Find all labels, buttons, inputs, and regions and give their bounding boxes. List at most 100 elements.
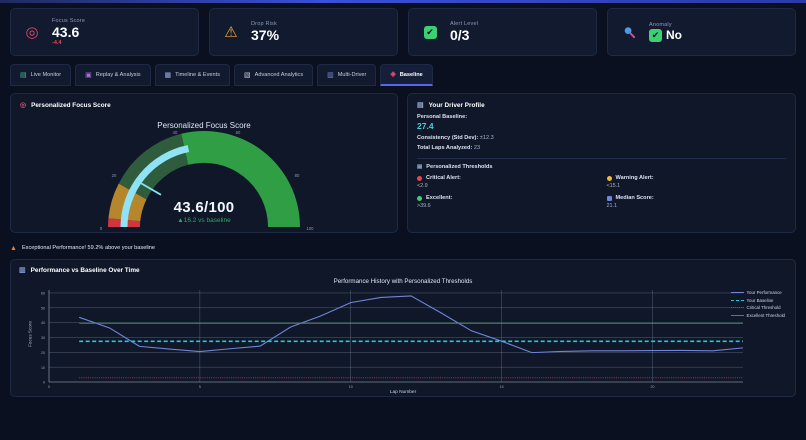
svg-text:50: 50 bbox=[41, 306, 45, 310]
kpi-text-drop-risk: Drop Risk 37% bbox=[251, 21, 279, 43]
status-dot-icon bbox=[606, 175, 612, 181]
kpi-card-alert-level[interactable]: ✔ Alert Level 0/3 bbox=[408, 8, 597, 56]
focus-panel-title: Personalized Focus Score bbox=[31, 101, 111, 109]
performance-vs-baseline-panel: ▥ Performance vs Baseline Over Time Perf… bbox=[10, 259, 796, 397]
thresholds-title: Personalized Thresholds bbox=[426, 164, 493, 170]
timeline-icon: ▦ bbox=[164, 71, 172, 79]
legend-swatch-icon bbox=[730, 292, 744, 293]
threshold-value-excellent: >39.6 bbox=[417, 203, 431, 209]
performance-line-chart[interactable]: 0 10 20 30 40 50 60 0 5 10 15 20 bbox=[19, 286, 805, 396]
monitor-icon: ▤ bbox=[20, 71, 27, 79]
kpi-card-drop-risk[interactable]: ⚠ Drop Risk 37% bbox=[209, 8, 398, 56]
flame-icon: ▲ bbox=[10, 244, 17, 252]
threshold-item-warning: Warning Alert: <15.1 bbox=[606, 175, 787, 189]
threshold-value-median: 21.1 bbox=[606, 203, 618, 209]
kpi-label-drop-risk: Drop Risk bbox=[251, 21, 277, 28]
status-dot-icon bbox=[417, 195, 422, 201]
svg-text:5: 5 bbox=[199, 385, 201, 389]
kpi-text-alert-level: Alert Level 0/3 bbox=[450, 21, 478, 43]
kpi-card-focus-score[interactable]: ◎ Focus Score 43.6 -4.4 bbox=[10, 8, 199, 56]
target-icon: ◎ bbox=[20, 102, 27, 109]
svg-text:80: 80 bbox=[295, 173, 300, 178]
performance-banner: ▲ Exceptional Performance! 59.2% above y… bbox=[10, 240, 796, 256]
svg-text:15: 15 bbox=[500, 385, 504, 389]
personal-baseline-value: 27.4 bbox=[417, 121, 434, 131]
threshold-item-median: Median Score: 21.1 bbox=[606, 195, 787, 209]
performance-banner-text: Exceptional Performance! 59.2% above you… bbox=[21, 245, 156, 251]
consistency-line: Consistency (Std Dev): ±12.3 bbox=[417, 135, 786, 141]
kpi-value-alert-level: 0/3 bbox=[450, 27, 470, 44]
personal-baseline-block: Personal Baseline: 27.4 bbox=[417, 114, 786, 131]
kpi-text-anomaly: Anomaly ✔ No bbox=[649, 22, 682, 42]
legend-item-excellent-threshold: Excellent Threshold bbox=[730, 313, 785, 318]
svg-text:20: 20 bbox=[650, 385, 654, 389]
warning-triangle-icon: ⚠ bbox=[224, 23, 238, 41]
gauge-readout: 43.6/100 ▲16.2 vs baseline bbox=[20, 199, 388, 224]
threshold-value-warning: <15.1 bbox=[606, 183, 621, 189]
thresholds-icon: ▤ bbox=[417, 164, 423, 170]
threshold-name-warning: Warning Alert: bbox=[615, 175, 654, 181]
tab-baseline[interactable]: ◈ Baseline bbox=[380, 64, 433, 86]
legend-label-your-baseline: Your Baseline bbox=[746, 297, 774, 303]
threshold-head-median: Median Score: bbox=[606, 195, 787, 201]
svg-text:10: 10 bbox=[349, 385, 353, 389]
magnifier-icon bbox=[618, 21, 640, 43]
svg-text:40: 40 bbox=[173, 130, 178, 135]
profile-panel-header: ▤ Your Driver Profile bbox=[417, 101, 786, 110]
chart-area: Performance History with Personalized Th… bbox=[19, 276, 787, 395]
tab-label-live-monitor: Live Monitor bbox=[30, 72, 62, 78]
tab-timeline-events[interactable]: ▦ Timeline & Events bbox=[154, 64, 230, 86]
svg-text:10: 10 bbox=[41, 366, 45, 370]
tab-replay-analysis[interactable]: ▣ Replay & Analysis bbox=[75, 64, 151, 86]
status-dot-icon bbox=[417, 175, 422, 181]
threshold-value-critical: <2.9 bbox=[417, 183, 428, 189]
gauge-container: Personalized Focus Score bbox=[20, 111, 388, 235]
total-laps-value: 23 bbox=[473, 145, 481, 151]
svg-text:60: 60 bbox=[236, 130, 241, 135]
gauge-title: Personalized Focus Score bbox=[157, 121, 251, 130]
target-icon: ◎ bbox=[25, 23, 39, 41]
chart-y-axis-label: Focus Score bbox=[27, 321, 33, 347]
total-laps-line: Total Laps Analyzed: 23 bbox=[417, 145, 786, 151]
legend-item-your-performance: Your Performance bbox=[730, 290, 785, 295]
legend-label-critical-threshold: Critical Threshold bbox=[746, 305, 781, 310]
check-box-icon: ✔ bbox=[419, 21, 441, 43]
gauge-value: 43.6/100 bbox=[173, 199, 235, 216]
thresholds-grid: Critical Alert: <2.9 Warning Alert: <15.… bbox=[417, 175, 786, 209]
chart-heading: Performance History with Personalized Th… bbox=[333, 278, 473, 285]
chart-panel-title: Performance vs Baseline Over Time bbox=[30, 266, 140, 274]
chart-square-icon bbox=[606, 195, 612, 201]
personal-baseline-label: Personal Baseline: bbox=[417, 114, 468, 120]
legend-label-your-performance: Your Performance bbox=[746, 290, 782, 295]
svg-text:20: 20 bbox=[112, 173, 117, 178]
svg-text:100: 100 bbox=[307, 226, 315, 231]
tab-multi-driver[interactable]: ▥ Multi-Driver bbox=[317, 64, 377, 86]
profile-divider bbox=[417, 158, 786, 159]
kpi-value-drop-risk: 37% bbox=[251, 27, 280, 44]
top-accent-bar bbox=[0, 0, 806, 3]
driver-profile-panel: ▤ Your Driver Profile Personal Baseline:… bbox=[407, 93, 796, 233]
profile-panel-title: Your Driver Profile bbox=[428, 101, 485, 109]
baseline-icon: ◈ bbox=[390, 71, 396, 78]
threshold-item-critical: Critical Alert: <2.9 bbox=[417, 175, 597, 189]
kpi-card-anomaly[interactable]: Anomaly ✔ No bbox=[607, 8, 796, 56]
tab-label-timeline-events: Timeline & Events bbox=[175, 72, 220, 78]
personalized-focus-score-panel: ◎ Personalized Focus Score Personalized … bbox=[10, 93, 398, 233]
focus-panel-header: ◎ Personalized Focus Score bbox=[20, 101, 388, 110]
legend-swatch-icon bbox=[730, 314, 744, 316]
tab-live-monitor[interactable]: ▤ Live Monitor bbox=[10, 64, 72, 86]
tab-label-baseline: Baseline bbox=[399, 71, 423, 78]
legend-item-critical-threshold: Critical Threshold bbox=[730, 305, 785, 310]
chart-icon: ▥ bbox=[19, 267, 26, 274]
panels-row: ◎ Personalized Focus Score Personalized … bbox=[0, 86, 806, 233]
consistency-label: Consistency (Std Dev): bbox=[417, 135, 479, 141]
svg-text:0: 0 bbox=[48, 385, 50, 389]
tab-advanced-analytics[interactable]: ▧ Advanced Analytics bbox=[234, 64, 314, 86]
svg-text:0: 0 bbox=[100, 226, 103, 231]
users-icon: ▥ bbox=[327, 71, 334, 79]
threshold-name-critical: Critical Alert: bbox=[426, 175, 461, 181]
chart-x-axis-label: Lap Number bbox=[389, 390, 417, 395]
svg-text:0: 0 bbox=[43, 381, 45, 385]
kpi-label-focus-score: Focus Score bbox=[52, 17, 86, 24]
replay-icon: ▣ bbox=[85, 71, 92, 79]
